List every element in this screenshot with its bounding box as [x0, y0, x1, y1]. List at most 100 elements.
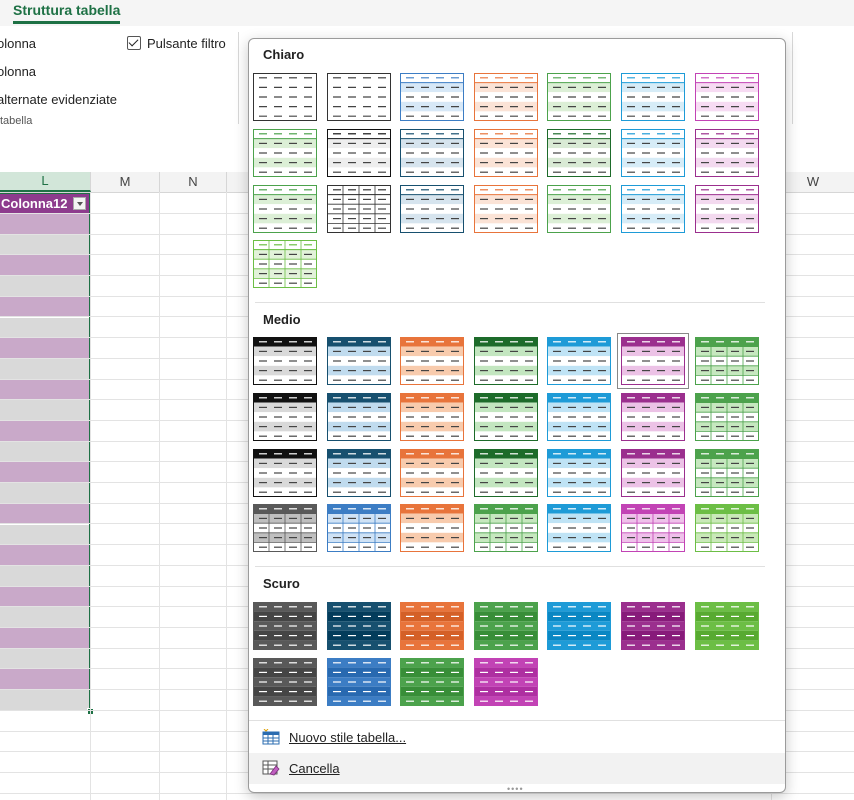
table-style-swatch-med-black[interactable] [253, 392, 317, 441]
table-style-swatch-med-cyan[interactable] [547, 392, 612, 441]
table-style-swatch-dark-orange[interactable] [400, 602, 465, 650]
table-data-cell[interactable] [0, 483, 89, 504]
table-style-swatch-med-purple[interactable] [621, 392, 685, 441]
table-style-swatch-med-black[interactable] [253, 448, 317, 497]
table-style-swatch-med-orange[interactable] [400, 504, 465, 553]
table-style-swatch-light-grid[interactable] [326, 184, 391, 233]
table-style-swatch-med-blue[interactable] [326, 504, 391, 553]
table-style-swatch-dark-green2[interactable] [400, 657, 465, 706]
table-header-cell[interactable]: Colonna12 [0, 194, 89, 214]
table-style-swatch-med-orange[interactable] [400, 392, 465, 441]
table-style-swatch-light-cyan[interactable] [621, 73, 685, 121]
resize-grip-icon[interactable]: •••• [507, 784, 524, 793]
clear-style-menu-item[interactable]: Cancella [249, 753, 785, 784]
table-data-cell[interactable] [0, 524, 89, 546]
table-style-swatch-light-green[interactable] [253, 128, 317, 177]
table-style-swatch-light-green[interactable] [547, 184, 612, 233]
table-data-cell[interactable] [0, 338, 89, 359]
table-style-swatch-dark-pink[interactable] [473, 657, 538, 706]
column-header-n[interactable]: N [160, 172, 227, 192]
table-data-cell[interactable] [0, 545, 89, 566]
filter-dropdown-icon[interactable] [73, 197, 86, 210]
new-table-style-menu-item[interactable]: Nuovo stile tabella... [249, 722, 785, 753]
column-header-w[interactable]: W [772, 172, 854, 192]
table-data-cell[interactable] [0, 358, 89, 380]
table-style-swatch-med-orange[interactable] [400, 448, 465, 497]
table-style-swatch-dark-green[interactable] [473, 602, 538, 650]
table-style-swatch-med-purple[interactable] [617, 333, 689, 389]
table-style-swatch-light-orange[interactable] [473, 128, 538, 177]
table-style-swatch-light-purple[interactable] [694, 128, 759, 177]
table-style-swatch-light-purple[interactable] [694, 184, 759, 233]
table-style-swatch-med-cyan[interactable] [547, 448, 612, 497]
table-style-swatch-light-dkgreen[interactable] [547, 128, 612, 177]
table-style-swatch-med-navy[interactable] [326, 448, 391, 497]
option-last-column[interactable]: olonna [0, 64, 37, 79]
table-style-swatch-med-dkgreen[interactable] [473, 392, 538, 441]
column-header-m[interactable]: M [91, 172, 160, 192]
table-style-swatch-med-orange[interactable] [400, 337, 465, 385]
option-banded-columns[interactable]: alternate evidenziate [0, 92, 117, 107]
table-style-swatch-dark-lime[interactable] [694, 602, 759, 650]
table-column-range[interactable]: Colonna12 [0, 193, 90, 711]
table-style-swatch-light-cyan[interactable] [621, 128, 685, 177]
table-data-cell[interactable] [0, 586, 89, 608]
table-data-cell[interactable] [0, 503, 89, 525]
table-style-swatch-dark-cyan[interactable] [547, 602, 612, 650]
table-data-cell[interactable] [0, 690, 89, 711]
table-style-swatch-light-lime[interactable] [253, 240, 317, 289]
table-data-cell[interactable] [0, 276, 89, 297]
table-data-cell[interactable] [0, 214, 89, 235]
table-style-swatch-light-orange[interactable] [473, 73, 538, 121]
table-style-swatch-dark-grey2[interactable] [253, 657, 317, 706]
table-style-swatch-med-pink[interactable] [621, 504, 685, 553]
table-style-swatch-dark-blue[interactable] [326, 657, 391, 706]
table-style-swatch-light-cyan[interactable] [621, 184, 685, 233]
table-style-swatch-med-purple[interactable] [621, 448, 685, 497]
table-style-swatch-light-plain[interactable] [326, 73, 391, 121]
table-style-swatch-light-navy[interactable] [400, 184, 465, 233]
table-style-swatch-med-dkgreen[interactable] [473, 448, 538, 497]
table-style-swatch-dark-purple[interactable] [621, 602, 685, 650]
table-style-swatch-med-green[interactable] [694, 392, 759, 441]
table-style-swatch-med-navy[interactable] [326, 337, 391, 385]
table-style-swatch-dark-navy[interactable] [326, 602, 391, 650]
option-first-column[interactable]: olonna [0, 36, 37, 51]
table-style-swatch-med-lime[interactable] [694, 504, 759, 553]
table-data-cell[interactable] [0, 565, 89, 587]
table-style-swatch-med-cyan[interactable] [547, 337, 612, 385]
table-style-swatch-light-green[interactable] [547, 73, 612, 121]
table-data-cell[interactable] [0, 607, 89, 628]
table-data-cell[interactable] [0, 628, 89, 649]
filter-button-checkbox[interactable] [127, 36, 141, 50]
tab-table-design[interactable]: Struttura tabella [13, 2, 121, 24]
table-data-cell[interactable] [0, 462, 89, 484]
table-style-swatch-med-navy[interactable] [326, 392, 391, 441]
table-style-swatch-light-plain[interactable] [253, 73, 317, 121]
table-data-cell[interactable] [0, 234, 89, 256]
table-style-swatch-light-blue[interactable] [400, 73, 465, 121]
table-style-swatch-med-green[interactable] [473, 504, 538, 553]
table-data-cell[interactable] [0, 255, 89, 277]
table-data-cell[interactable] [0, 669, 89, 691]
table-style-swatch-med-black[interactable] [253, 337, 317, 385]
table-style-swatch-med-green[interactable] [694, 337, 759, 385]
table-data-cell[interactable] [0, 317, 89, 339]
table-style-swatch-med-green[interactable] [694, 448, 759, 497]
table-style-swatch-light-orange[interactable] [473, 184, 538, 233]
table-style-swatch-light-green[interactable] [253, 184, 317, 233]
table-data-cell[interactable] [0, 400, 89, 421]
table-style-swatch-dark-grey[interactable] [253, 602, 317, 650]
table-style-swatch-light-black[interactable] [326, 128, 391, 177]
table-data-cell[interactable] [0, 441, 89, 463]
table-style-swatch-light-navy[interactable] [400, 128, 465, 177]
table-data-cell[interactable] [0, 648, 89, 670]
table-style-swatch-med-cyan[interactable] [547, 504, 612, 553]
table-data-cell[interactable] [0, 379, 89, 401]
table-style-swatch-med-dkgreen[interactable] [473, 337, 538, 385]
table-data-cell[interactable] [0, 296, 89, 318]
table-style-swatch-med-grey[interactable] [253, 504, 317, 553]
table-style-swatch-light-pink[interactable] [694, 73, 759, 121]
table-data-cell[interactable] [0, 421, 89, 442]
column-header-l[interactable]: L [0, 172, 91, 192]
